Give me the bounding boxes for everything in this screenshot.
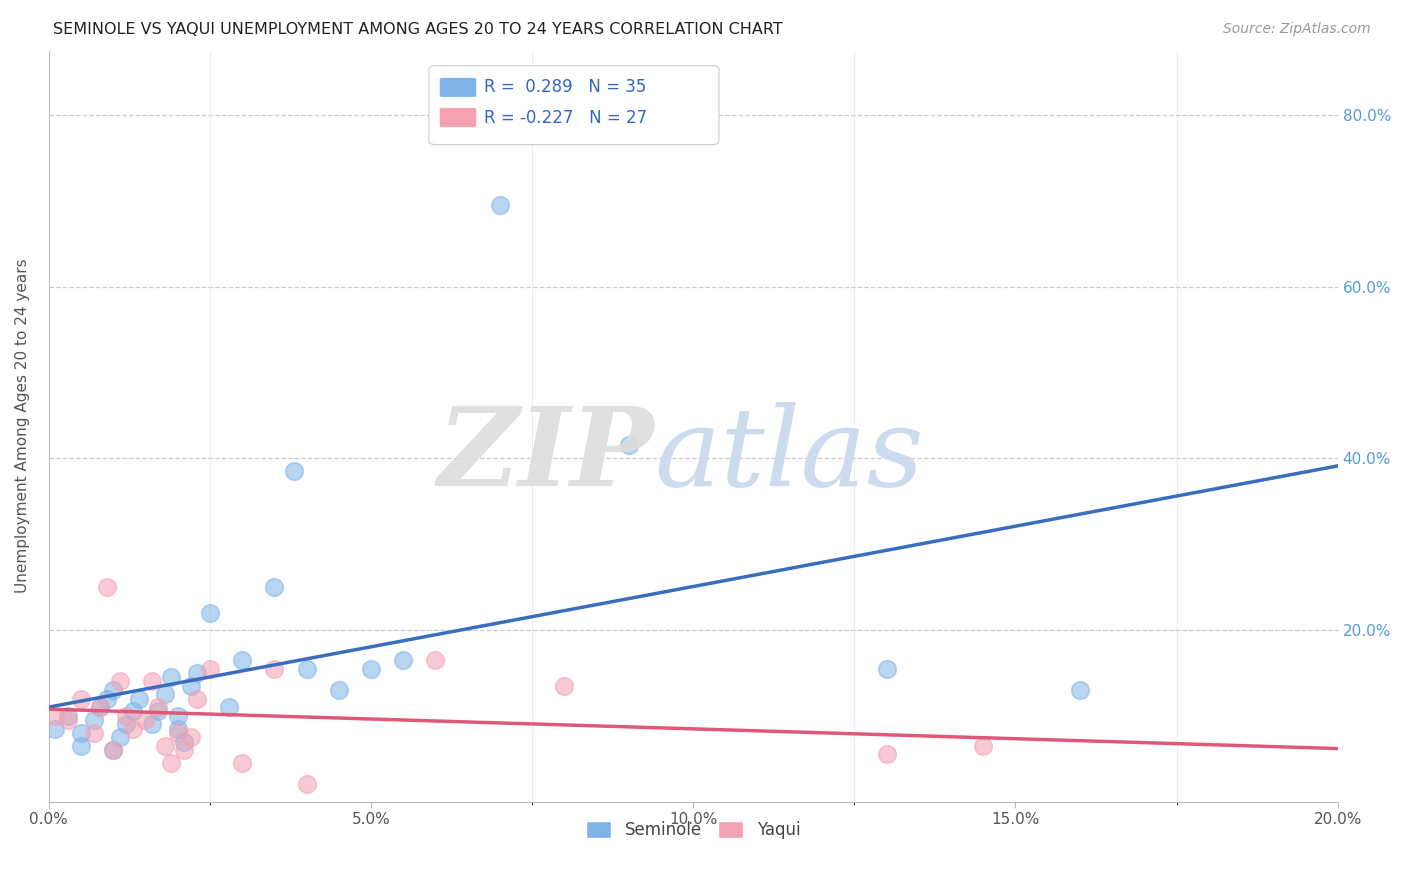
Point	[295, 662, 318, 676]
Point	[160, 670, 183, 684]
Point	[392, 653, 415, 667]
Point	[283, 464, 305, 478]
Y-axis label: Unemployment Among Ages 20 to 24 years: Unemployment Among Ages 20 to 24 years	[15, 259, 30, 593]
Point	[180, 730, 202, 744]
Point	[96, 580, 118, 594]
Point	[70, 739, 93, 753]
Point	[425, 653, 447, 667]
Text: SEMINOLE VS YAQUI UNEMPLOYMENT AMONG AGES 20 TO 24 YEARS CORRELATION CHART: SEMINOLE VS YAQUI UNEMPLOYMENT AMONG AGE…	[53, 22, 783, 37]
Legend: Seminole, Yaqui: Seminole, Yaqui	[579, 814, 807, 846]
Text: Source: ZipAtlas.com: Source: ZipAtlas.com	[1223, 22, 1371, 37]
Point	[103, 743, 125, 757]
Point	[153, 739, 176, 753]
Point	[70, 726, 93, 740]
Point	[166, 722, 188, 736]
Point	[148, 705, 170, 719]
Point	[617, 438, 640, 452]
Point	[263, 662, 285, 676]
Point	[108, 730, 131, 744]
Point	[83, 726, 105, 740]
Point	[263, 580, 285, 594]
Point	[360, 662, 382, 676]
Point	[153, 687, 176, 701]
Point	[103, 743, 125, 757]
Point	[489, 198, 512, 212]
Point	[1069, 683, 1091, 698]
Point	[876, 662, 898, 676]
Text: R =  0.289   N = 35: R = 0.289 N = 35	[485, 78, 647, 96]
Point	[121, 705, 143, 719]
Point	[972, 739, 994, 753]
Point	[89, 700, 111, 714]
FancyBboxPatch shape	[439, 108, 477, 128]
Point	[108, 674, 131, 689]
Point	[186, 665, 208, 680]
Point	[160, 756, 183, 770]
Point	[198, 662, 221, 676]
Point	[56, 713, 79, 727]
Point	[173, 743, 195, 757]
Point	[166, 708, 188, 723]
Point	[231, 756, 253, 770]
Point	[876, 747, 898, 762]
Text: atlas: atlas	[655, 402, 924, 510]
Point	[231, 653, 253, 667]
Point	[198, 606, 221, 620]
Point	[295, 777, 318, 791]
Point	[186, 691, 208, 706]
Point	[553, 679, 575, 693]
Point	[70, 691, 93, 706]
Point	[173, 734, 195, 748]
Point	[115, 717, 138, 731]
Point	[96, 691, 118, 706]
Text: ZIP: ZIP	[437, 402, 655, 510]
Point	[141, 717, 163, 731]
Point	[89, 700, 111, 714]
Point	[128, 691, 150, 706]
Point	[44, 722, 66, 736]
Point	[103, 683, 125, 698]
Point	[134, 713, 156, 727]
Point	[328, 683, 350, 698]
Point	[56, 708, 79, 723]
Point	[44, 708, 66, 723]
Point	[180, 679, 202, 693]
FancyBboxPatch shape	[429, 66, 718, 145]
Point	[148, 700, 170, 714]
Point	[218, 700, 240, 714]
FancyBboxPatch shape	[439, 78, 477, 97]
Point	[141, 674, 163, 689]
Point	[115, 708, 138, 723]
Point	[121, 722, 143, 736]
Text: R = -0.227   N = 27: R = -0.227 N = 27	[485, 109, 648, 127]
Point	[166, 726, 188, 740]
Point	[83, 713, 105, 727]
